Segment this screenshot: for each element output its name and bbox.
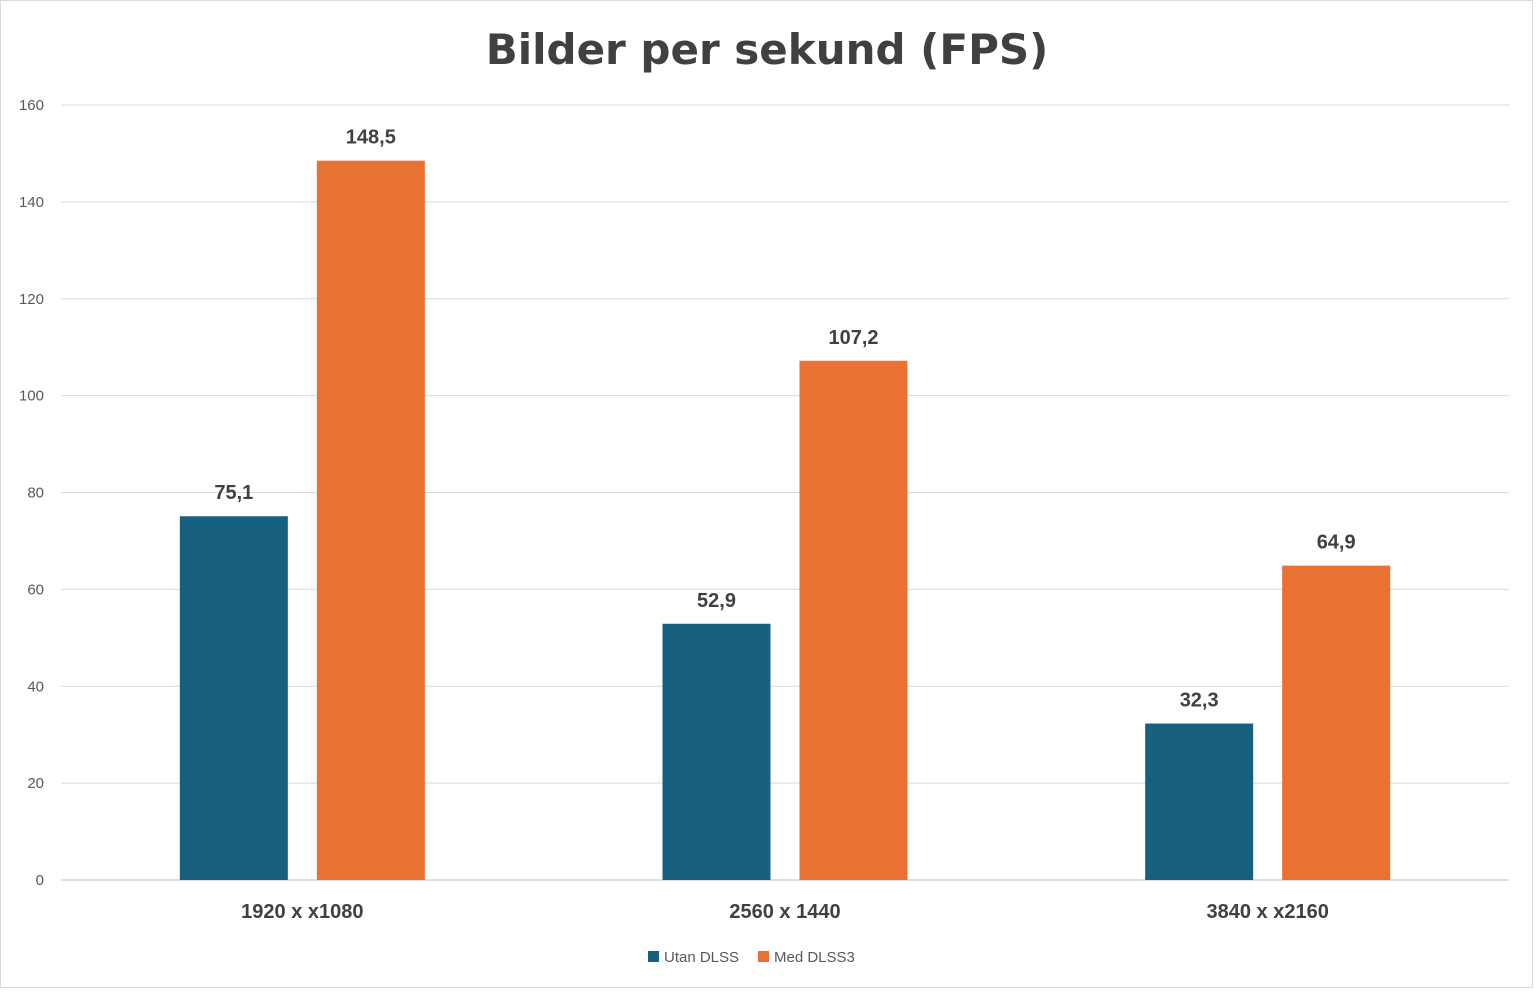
data-label: 148,5 (346, 127, 396, 149)
chart-frame: Bilder per sekund (FPS) 0 20 40 60 80 100 120 1… (0, 0, 1533, 988)
data-label: 52,9 (697, 590, 736, 612)
y-tick-label: 100 (19, 388, 44, 405)
bars (179, 160, 1391, 880)
data-label: 75,1 (214, 482, 253, 504)
legend-label: Med DLSS3 (774, 949, 855, 966)
legend-swatch (648, 951, 659, 962)
bar-med-dlss3 (799, 360, 908, 880)
bar-chart: Bilder per sekund (FPS) 0 20 40 60 80 100 120 1… (19, 25, 1509, 966)
y-tick-label: 40 (27, 678, 44, 695)
y-tick-label: 120 (19, 291, 44, 308)
y-tick-label: 140 (19, 194, 44, 211)
legend-swatch (758, 951, 769, 962)
y-axis-ticks: 0 20 40 60 80 100 120 140 160 (19, 97, 44, 889)
gridlines (61, 104, 1509, 881)
y-tick-label: 20 (27, 775, 44, 792)
bar-med-dlss3 (1282, 565, 1391, 880)
x-tick-label: 3840 x x2160 (1206, 901, 1328, 923)
legend-label: Utan DLSS (664, 949, 739, 966)
y-tick-label: 80 (27, 485, 44, 502)
bar-utan-dlss (179, 516, 288, 880)
data-label: 32,3 (1180, 690, 1219, 712)
y-tick-label: 60 (27, 581, 44, 598)
legend: Utan DLSS Med DLSS3 (648, 949, 855, 966)
bar-med-dlss3 (316, 160, 425, 880)
x-axis-ticks: 1920 x x1080 2560 x 1440 3840 x x2160 (241, 901, 1329, 923)
chart-title: Bilder per sekund (FPS) (486, 25, 1049, 74)
x-tick-label: 2560 x 1440 (729, 901, 840, 923)
y-tick-label: 0 (36, 872, 44, 889)
x-tick-label: 1920 x x1080 (241, 901, 363, 923)
data-labels: 75,1 148,5 52,9 107,2 32,3 64,9 (214, 127, 1355, 712)
bar-utan-dlss (1145, 723, 1254, 880)
data-label: 64,9 (1317, 532, 1356, 554)
y-tick-label: 160 (19, 97, 44, 114)
bar-utan-dlss (662, 623, 771, 880)
data-label: 107,2 (828, 327, 878, 349)
